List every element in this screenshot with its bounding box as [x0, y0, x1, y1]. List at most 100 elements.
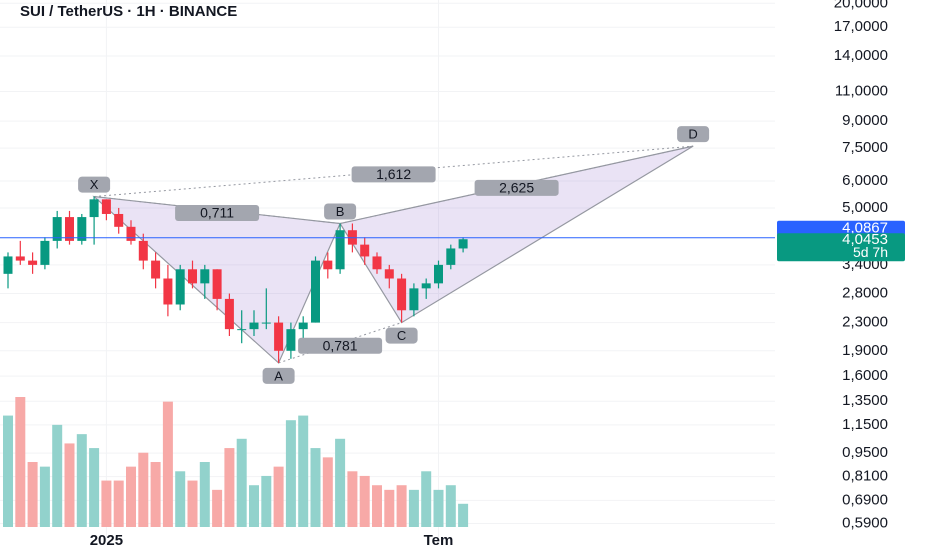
x-tick-label: 2025: [90, 532, 123, 549]
volume-bar: [384, 489, 395, 527]
labels: 20,0000 17,0000 14,0000 11,0000 9,0000 7,5000…: [0, 0, 905, 549]
ratio-box: [351, 166, 436, 183]
y-tick-label: 0,5900: [842, 514, 888, 531]
candle-body: [89, 199, 99, 218]
candle-body: [261, 322, 271, 324]
point-box: [262, 367, 295, 384]
volume-bar: [273, 466, 284, 527]
ratio-label: 0,781: [323, 337, 358, 353]
volume-bar: [113, 480, 124, 527]
volume-bar: [372, 485, 382, 527]
y-tick-label: 17,0000: [834, 18, 888, 35]
volume-bar: [421, 471, 432, 527]
point-box: [385, 327, 418, 344]
x-tick-label: Tem: [424, 532, 454, 549]
candles: [3, 196, 468, 363]
volume-bar: [347, 471, 358, 527]
volume-bar: [89, 448, 100, 527]
y-tick-label: 2,3000: [842, 314, 888, 331]
y-tick-label: 1,3500: [842, 392, 888, 409]
ratio-line: [94, 196, 341, 224]
price-tag-label: 4,0867: [842, 220, 888, 237]
volume-bar: [445, 485, 456, 527]
volume-bar: [101, 480, 112, 527]
volume-bar: [335, 438, 346, 527]
candle-body: [3, 256, 13, 274]
candle-body: [151, 260, 161, 279]
volume-bar: [175, 471, 186, 527]
last-price-label: 4,0453: [842, 231, 888, 248]
volume-bar: [236, 438, 247, 527]
volume-bar: [212, 489, 223, 527]
y-tick-label: 2,8000: [842, 285, 888, 302]
volume-bar: [138, 452, 149, 527]
candle-body: [397, 278, 407, 311]
y-tick-label: 0,8100: [842, 468, 888, 485]
ratio-label: 0,711: [200, 205, 234, 221]
candle-body: [52, 217, 62, 241]
ratio-label: 1,612: [376, 166, 411, 182]
y-tick-label: 7,5000: [842, 139, 888, 156]
y-tick-label: 9,0000: [842, 112, 888, 129]
volume-bar: [187, 480, 198, 527]
candle-body: [458, 239, 468, 249]
ratio-label: 2,625: [499, 180, 534, 196]
point-label: D: [688, 127, 697, 142]
ratio-box: [298, 337, 383, 354]
volume-bar: [310, 448, 321, 527]
point-box: [324, 203, 357, 220]
y-tick-label: 1,6000: [842, 367, 888, 384]
candle-body: [138, 240, 148, 261]
y-tick-label: 14,0000: [834, 47, 888, 64]
ratio-line: [278, 322, 402, 364]
candle-body: [212, 269, 222, 299]
candle-body: [175, 269, 185, 305]
candle-body: [40, 240, 50, 265]
volume-bar: [433, 489, 444, 527]
candle-body: [237, 329, 247, 331]
volume-pane: [3, 397, 469, 527]
price-tag: [777, 220, 905, 236]
volume-bar: [27, 462, 38, 527]
candle-body: [15, 256, 25, 261]
grid: [0, 0, 775, 540]
candle-body: [188, 269, 197, 284]
volume-bar: [76, 434, 87, 527]
candle-body: [311, 260, 320, 323]
volume-bar: [150, 462, 161, 527]
point-label: A: [274, 368, 283, 383]
volume-bar: [39, 466, 50, 527]
candle-body: [434, 264, 443, 284]
candle-body: [446, 248, 456, 265]
volume-bar: [52, 424, 63, 527]
y-tick-label: 20,0000: [834, 0, 888, 11]
volume-bar: [261, 475, 272, 527]
volume-bar: [15, 397, 26, 527]
candle-body: [28, 260, 38, 265]
chart-title: SUI / TetherUS · 1H · BINANCE: [20, 3, 237, 20]
y-tick-label: 11,0000: [835, 83, 888, 100]
volume-bar: [458, 503, 469, 527]
y-tick-label: 5,0000: [842, 199, 888, 216]
volume-bar: [408, 489, 419, 527]
last-price-tag: [777, 233, 905, 262]
volume-bar: [64, 443, 75, 527]
candle-body: [286, 329, 296, 351]
volume-bar: [126, 466, 136, 527]
candle-body: [384, 269, 394, 279]
candle-body: [101, 199, 111, 214]
candle-body: [114, 213, 124, 227]
volume-bar: [199, 462, 210, 527]
candle-body: [421, 283, 431, 289]
ratio-box: [474, 179, 559, 196]
candle-body: [274, 322, 284, 351]
volume-bar: [396, 485, 407, 527]
volume-bar: [249, 485, 259, 527]
candle-body: [224, 298, 234, 330]
y-tick-label: 0,9500: [842, 444, 888, 461]
volume-bar: [162, 401, 173, 527]
volume-bar: [298, 415, 309, 527]
countdown-label: 5d 7h: [853, 244, 888, 260]
candle-body: [323, 260, 333, 270]
